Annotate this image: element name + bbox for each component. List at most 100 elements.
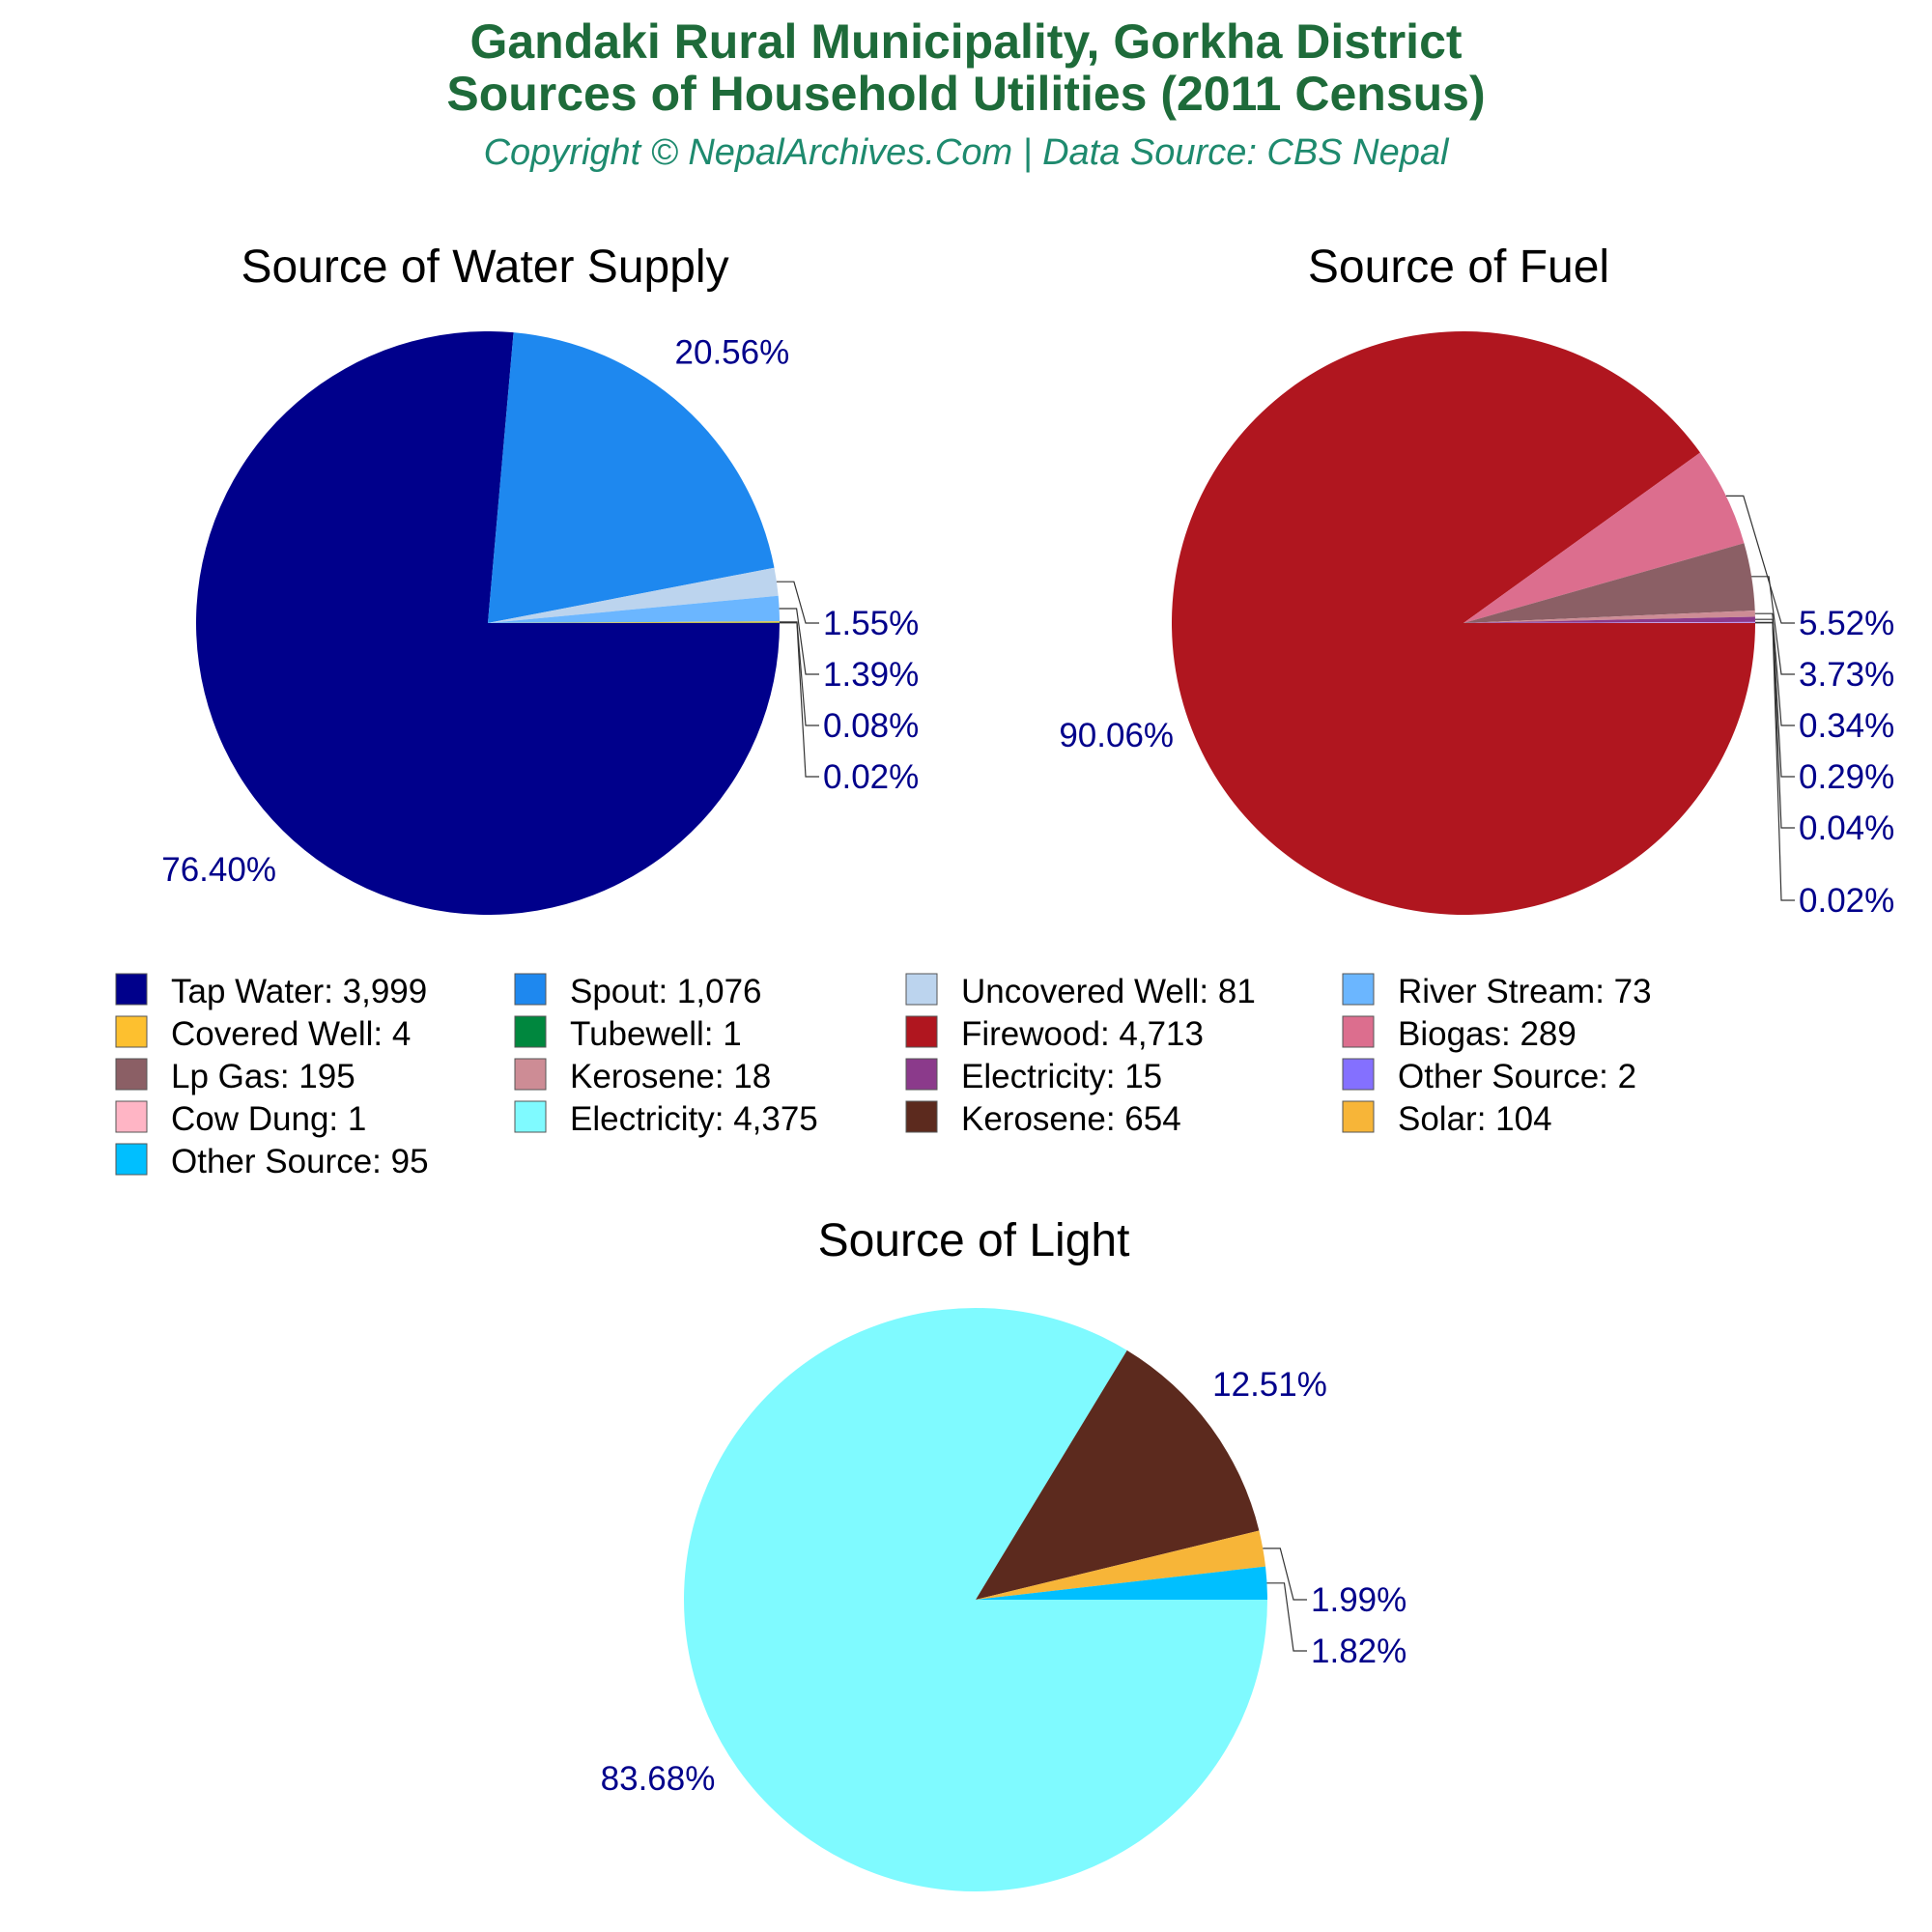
fuel-slice-electricity (1463, 616, 1755, 623)
legend-item-other-source-2: Other Source: 2 (1342, 1058, 1636, 1095)
water-slice-tap-water (196, 330, 780, 915)
legend-item-river-stream-73: River Stream: 73 (1342, 973, 1652, 1010)
fuel-label-biogas: 5.52% (1799, 605, 1894, 642)
water-leader-tubewell (780, 622, 819, 778)
legend-swatch (115, 973, 148, 1006)
fuel-slice-firewood (1171, 331, 1756, 916)
legend-label: Electricity: 4,375 (570, 1100, 818, 1138)
legend-label: Firewood: 4,713 (961, 1015, 1204, 1053)
legend-item-spout-1-076: Spout: 1,076 (514, 973, 762, 1010)
light-percent-labels: 83.68% 12.51% 1.99% 1.82% (601, 1366, 1407, 1798)
legend-swatch (1342, 1100, 1375, 1133)
water-label-uncovered-well: 1.55% (823, 605, 919, 642)
legend-swatch (514, 1100, 547, 1133)
legend-label: Tubewell: 1 (570, 1015, 742, 1053)
legend-label: Other Source: 95 (171, 1143, 429, 1180)
legend-swatch (905, 973, 938, 1006)
water-label-tubewell: 0.02% (823, 758, 919, 796)
light-leader-lines (1263, 1548, 1307, 1652)
legend-item-tap-water-3-999: Tap Water: 3,999 (115, 973, 427, 1010)
legend-label: Kerosene: 18 (570, 1058, 771, 1095)
fuel-slice-lp-gas (1463, 543, 1755, 623)
legend-label: Cow Dung: 1 (171, 1100, 366, 1138)
water-supply-slices (196, 330, 781, 915)
legend-item-kerosene-654: Kerosene: 654 (905, 1100, 1181, 1138)
legend-item-tubewell-1: Tubewell: 1 (514, 1015, 742, 1053)
legend-label: Lp Gas: 195 (171, 1058, 355, 1095)
legend-label: Covered Well: 4 (171, 1015, 411, 1053)
fuel-label-firewood: 90.06% (1059, 717, 1174, 754)
legend-swatch (115, 1015, 148, 1048)
fuel-slice-kerosene (1463, 610, 1755, 623)
legend-label: Kerosene: 654 (961, 1100, 1181, 1138)
legend-swatch (1342, 1058, 1375, 1091)
fuel-leader-kerosene (1754, 612, 1795, 726)
water-leader-covered-well (780, 621, 819, 726)
legend-swatch (115, 1100, 148, 1133)
water-label-covered-well: 0.08% (823, 707, 919, 745)
fuel-slice-biogas (1463, 452, 1745, 623)
legend-item-electricity-15: Electricity: 15 (905, 1058, 1162, 1095)
legend-item-uncovered-well-81: Uncovered Well: 81 (905, 973, 1256, 1010)
water-leader-river-stream (779, 608, 819, 675)
fuel-label-cow-dung: 0.02% (1799, 882, 1894, 920)
legend-swatch (905, 1100, 938, 1133)
light-chart-title: Source of Light (818, 1215, 1130, 1266)
copyright-subtitle: Copyright © NepalArchives.Com | Data Sou… (484, 132, 1450, 173)
legend-item-other-source-95: Other Source: 95 (115, 1143, 429, 1180)
light-slices (683, 1307, 1267, 1891)
water-slice-uncovered-well (488, 567, 779, 623)
legend-swatch (115, 1058, 148, 1091)
light-slice-other-source (976, 1566, 1267, 1600)
fuel-leader-biogas (1725, 495, 1795, 624)
light-pie-chart: Source of Light 83.68% 12.51% 1.99% 1.82% (601, 1215, 1407, 1891)
legend-item-solar-104: Solar: 104 (1342, 1100, 1552, 1138)
legend-item-kerosene-18: Kerosene: 18 (514, 1058, 771, 1095)
fuel-leader-lp-gas (1751, 576, 1795, 675)
fuel-slices (1171, 331, 1756, 916)
water-leader-uncovered-well (776, 581, 819, 624)
fuel-leader-electricity (1755, 618, 1795, 778)
legend-swatch (905, 1015, 938, 1048)
water-label-spout: 20.56% (675, 334, 790, 372)
light-slice-solar (976, 1530, 1266, 1600)
legend-item-firewood-4-713: Firewood: 4,713 (905, 1015, 1204, 1053)
water-supply-percent-labels: 76.40% 20.56% 1.55% 1.39% 0.08% 0.02% (161, 334, 919, 889)
main-title-line1: Gandaki Rural Municipality, Gorkha Distr… (469, 14, 1462, 69)
fuel-leader-cow-dung (1755, 622, 1795, 901)
legend-label: Spout: 1,076 (570, 973, 762, 1010)
legend-label: Uncovered Well: 81 (961, 973, 1256, 1010)
light-slice-kerosene (976, 1350, 1260, 1600)
legend-item-electricity-4-375: Electricity: 4,375 (514, 1100, 818, 1138)
legend-swatch (1342, 973, 1375, 1006)
legend-swatch (514, 1015, 547, 1048)
legend-label: Electricity: 15 (961, 1058, 1162, 1095)
legend: Tap Water: 3,999 Spout: 1,076 Uncovered We… (115, 973, 1652, 1180)
legend-swatch (905, 1058, 938, 1091)
water-supply-pie-chart: Source of Water Supply 76.40% 20.56% 1.55%… (161, 242, 919, 915)
legend-item-biogas-289: Biogas: 289 (1342, 1015, 1577, 1053)
fuel-label-lp-gas: 3.73% (1799, 656, 1894, 694)
legend-swatch (514, 973, 547, 1006)
water-slice-river-stream (488, 595, 780, 623)
water-slice-spout (488, 332, 775, 623)
light-label-other-source: 1.82% (1311, 1633, 1406, 1670)
legend-label: Solar: 104 (1398, 1100, 1552, 1138)
fuel-leader-lines (1725, 495, 1795, 901)
legend-swatch (1342, 1015, 1375, 1048)
figure-header: Gandaki Rural Municipality, Gorkha Distr… (446, 14, 1485, 173)
fuel-label-other-source: 0.04% (1799, 810, 1894, 847)
fuel-label-electricity: 0.29% (1799, 758, 1894, 796)
legend-label: Tap Water: 3,999 (171, 973, 427, 1010)
light-slice-electricity (683, 1307, 1267, 1891)
light-label-solar: 1.99% (1311, 1581, 1406, 1619)
water-label-river-stream: 1.39% (823, 656, 919, 694)
legend-swatch (514, 1058, 547, 1091)
water-slice-covered-well (488, 621, 780, 623)
legend-label: Other Source: 2 (1398, 1058, 1636, 1095)
legend-item-covered-well-4: Covered Well: 4 (115, 1015, 411, 1053)
fuel-pie-chart: Source of Fuel 90.06% 5.52% 3.73% 0.34% 0.29… (1059, 242, 1894, 920)
water-supply-chart-title: Source of Water Supply (241, 242, 728, 293)
fuel-slice-other-source (1463, 621, 1756, 623)
